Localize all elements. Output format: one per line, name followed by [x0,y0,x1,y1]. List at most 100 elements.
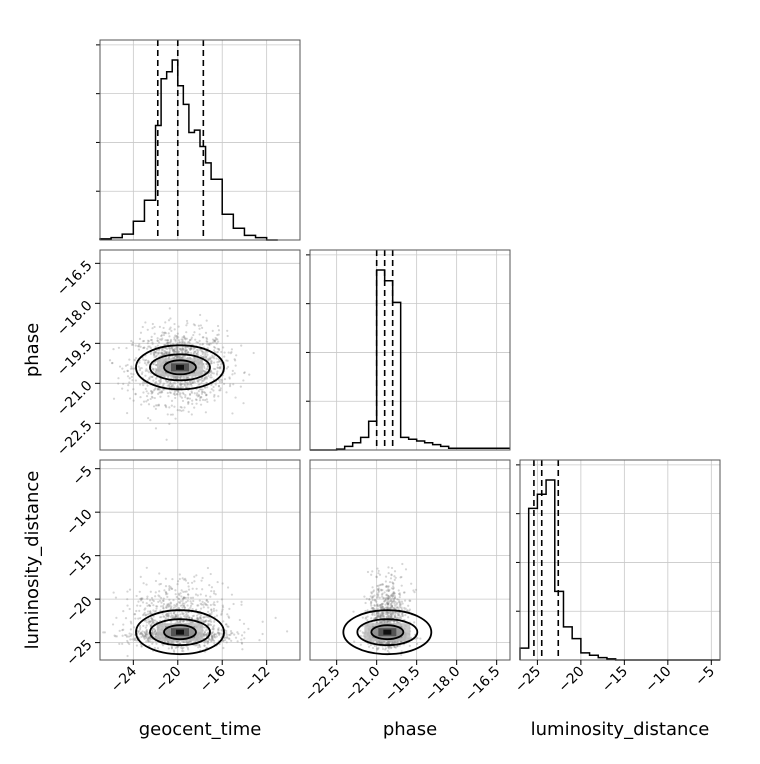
scatter-point [150,632,153,635]
scatter-point [201,379,204,382]
scatter-point [394,615,397,619]
scatter-point [223,636,227,639]
scatter-point [378,615,382,618]
scatter-point [145,633,148,636]
scatter-point [182,612,185,615]
scatter-point [400,608,403,611]
scatter-point [126,598,129,601]
scatter-point [153,627,156,631]
scatter-point [198,333,201,336]
scatter-point [176,348,179,352]
scatter-point [385,611,388,614]
scatter-point [144,614,147,617]
scatter-point [219,365,222,368]
scatter-point [207,624,210,627]
scatter-point [197,604,200,607]
scatter-point [166,341,170,344]
scatter-point [379,605,382,609]
scatter-point [188,348,192,351]
scatter-point [199,324,203,327]
scatter-point [375,616,378,620]
scatter-point [147,640,150,643]
scatter-point [182,334,186,338]
scatter-point [186,376,189,380]
scatter-point [205,368,208,371]
scatter-point [353,640,356,643]
scatter-point [385,585,388,588]
scatter-point [374,617,377,620]
scatter-point [390,600,393,603]
scatter-point [201,343,204,346]
scatter-point [205,375,208,378]
scatter-point [387,646,390,649]
scatter-point [392,619,395,623]
scatter-point [166,603,169,607]
scatter-point [204,399,207,402]
scatter-point [184,349,188,352]
scatter-point [401,562,404,566]
scatter-point [170,620,173,623]
scatter-point [386,619,389,622]
scatter-point [168,349,171,352]
scatter-point [156,388,159,391]
scatter-point [157,594,160,597]
scatter-point [380,606,383,609]
scatter-point [237,632,240,635]
scatter-point [393,621,396,624]
scatter-point [205,615,208,618]
scatter-point [165,352,168,355]
scatter-point [147,637,150,640]
scatter-point [175,351,178,354]
scatter-point [216,631,220,635]
scatter-point [183,406,186,409]
scatter-point [392,592,395,595]
scatter-point [183,640,186,644]
scatter-point [204,391,207,395]
scatter-point [359,634,362,638]
scatter-point [175,616,178,619]
histogram-bar [581,653,590,660]
scatter-point [143,346,146,349]
scatter-point [217,333,220,336]
scatter-point [153,619,156,622]
scatter-point [184,348,187,351]
scatter-point [380,620,383,623]
scatter-point [200,390,204,393]
scatter-point [200,618,203,621]
scatter-point [377,590,381,593]
scatter-point [176,580,180,583]
scatter-point [169,391,172,394]
scatter-point [184,337,187,340]
scatter-point [371,570,374,573]
scatter-point [376,641,379,644]
scatter-point [185,600,188,604]
scatter-point [379,641,382,645]
scatter-point [212,609,216,612]
scatter-point [145,636,148,639]
scatter-point [174,382,177,385]
histogram-geocent_time [96,39,301,241]
scatter-point [227,637,230,640]
scatter-point [211,338,215,341]
scatter-point [172,349,176,352]
scatter-point [154,351,157,354]
scatter-point [163,351,166,354]
scatter-point [192,352,196,356]
scatter-point [186,397,190,400]
scatter-point [158,383,161,386]
scatter-point [134,617,137,620]
scatter-point [396,614,400,617]
scatter-point [166,339,169,342]
scatter-point [199,616,203,620]
scatter-point [390,615,393,618]
scatter-point [160,601,163,604]
scatter-point [204,620,207,623]
scatter-point [222,620,225,623]
scatter-point [199,354,203,358]
contour-line [149,618,211,647]
scatter-point [196,604,199,607]
scatter-point [233,633,236,636]
scatter-point [172,392,175,396]
scatter-point [397,592,401,596]
scatter-point [223,378,227,381]
